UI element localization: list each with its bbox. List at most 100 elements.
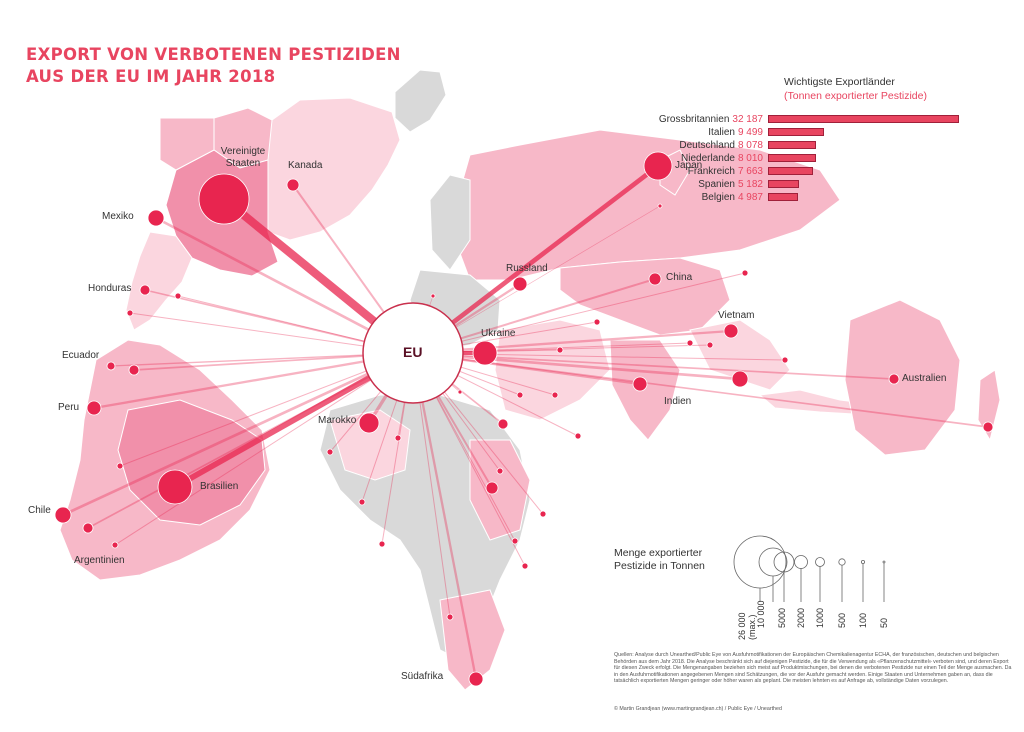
dot-mexiko xyxy=(147,209,165,227)
label-china: China xyxy=(666,272,693,283)
ranking-bar xyxy=(768,128,824,136)
flow-line xyxy=(87,352,414,529)
ranking-row: Niederlande 8 010 xyxy=(681,153,988,165)
title-line-2: AUS DER EU IM JAHR 2018 xyxy=(26,67,276,86)
land-russia xyxy=(454,129,841,281)
dot-eu-2 xyxy=(457,389,463,395)
credit-note: © Martin Grandjean (www.martingrandjean.… xyxy=(614,706,782,712)
land-africa-west xyxy=(329,409,411,481)
size-legend-circle-2000 xyxy=(794,555,808,569)
dot-me-3 xyxy=(516,391,524,399)
land-new-zealand xyxy=(977,369,1001,442)
title-line-1: EXPORT VON VERBOTENEN PESTIZIDEN xyxy=(26,45,401,64)
ranking-bar xyxy=(768,167,813,175)
land-layer xyxy=(59,69,1001,691)
label-japan: Japan xyxy=(675,160,703,171)
ranking-country-name: Spanien xyxy=(698,179,735,190)
ranking-country-value: 9 499 xyxy=(737,127,763,138)
flow-line xyxy=(119,352,414,467)
size-legend-circle-50 xyxy=(882,560,886,564)
label-peru: Peru xyxy=(58,402,80,413)
ranking-row-label: Spanien 5 182 xyxy=(698,179,763,190)
ranking-country-name: Frankreich xyxy=(687,166,735,177)
label-argentinien: Argentinien xyxy=(74,555,125,566)
label-marokko: Marokko xyxy=(318,415,357,426)
label-mexiko: Mexiko xyxy=(102,211,134,222)
dot-ca-2 xyxy=(126,309,134,317)
ranking-row-label: Belgien 4 987 xyxy=(702,192,763,203)
dot-se-asia xyxy=(731,370,749,388)
size-legend-tick-label: 5000 xyxy=(777,607,787,628)
size-legend-circle-500 xyxy=(838,558,846,566)
ranking-country-value: 5 182 xyxy=(737,179,763,190)
country-dots xyxy=(54,151,994,687)
ranking-subtitle: (Tonnen exportierter Pestizide) xyxy=(784,90,927,102)
dot-ukraine xyxy=(472,340,498,366)
dot-africa-5 xyxy=(358,498,366,506)
flow-line xyxy=(412,352,989,428)
size-legend-tick-label: 50 xyxy=(879,617,889,628)
land-canada xyxy=(259,97,401,241)
label-ukraine: Ukraine xyxy=(481,328,516,339)
size-legend-tick-label: 26 000 (max.) xyxy=(737,612,757,640)
size-legend-tick-label: 10 000 xyxy=(756,600,766,628)
land-brazil xyxy=(117,399,266,526)
dot-marokko xyxy=(358,412,380,434)
dot-africa-2 xyxy=(497,418,509,430)
dot-me-2 xyxy=(574,432,582,440)
label-usa: Vereinigte Staaten xyxy=(220,146,266,169)
dot-chile xyxy=(54,506,72,524)
label-suedafrika: Südafrika xyxy=(401,671,444,682)
size-legend-circle-5000 xyxy=(773,551,795,573)
dot-africa-10 xyxy=(539,510,547,518)
dot-asia-6 xyxy=(657,203,663,209)
land-canada-west xyxy=(159,117,215,171)
dot-sa-1 xyxy=(116,462,124,470)
land-africa-south xyxy=(439,589,506,691)
ranking-bar xyxy=(768,141,816,149)
dot-indien xyxy=(632,376,648,392)
label-brasilien: Brasilien xyxy=(200,481,239,492)
flow-line xyxy=(412,329,732,355)
flow-line xyxy=(411,164,660,355)
ranking-country-value: 4 987 xyxy=(737,192,763,203)
dot-africa-7 xyxy=(446,613,454,621)
flow-line xyxy=(93,351,414,410)
dot-asia-2 xyxy=(706,341,714,349)
size-legend-tick-label: 500 xyxy=(837,612,847,628)
dot-ecuador-2 xyxy=(128,364,140,376)
ranking-country-name: Niederlande xyxy=(681,153,735,164)
land-scandinavia xyxy=(429,174,471,271)
size-legend-tick-label: 1000 xyxy=(815,607,825,628)
size-legend-tick-label: 100 xyxy=(858,612,868,628)
dot-brasilien xyxy=(157,469,193,505)
size-legend-circle-100 xyxy=(861,560,866,565)
label-chile: Chile xyxy=(28,505,51,516)
dot-africa-11 xyxy=(326,448,334,456)
ranking-row-label: Deutschland 8 078 xyxy=(679,140,763,151)
dot-africa-4 xyxy=(394,434,402,442)
size-legend-tick-label: 2000 xyxy=(796,607,806,628)
dot-japan xyxy=(643,151,673,181)
ranking-row: Frankreich 7 663 xyxy=(688,166,988,178)
ranking-bar xyxy=(768,115,959,123)
dot-asia-4 xyxy=(741,269,749,277)
ranking-country-name: Grossbritannien xyxy=(658,114,730,125)
dot-sa-2 xyxy=(111,541,119,549)
dot-asia-3 xyxy=(781,356,789,364)
land-se-asia xyxy=(689,319,791,391)
dot-argentinien xyxy=(82,522,94,534)
land-africa-east xyxy=(469,439,531,541)
dot-africa-9 xyxy=(521,562,529,570)
land-mexico xyxy=(125,231,193,331)
sources-note: Quellen: Analyse durch Unearthed/Public … xyxy=(614,652,1012,685)
ranking-bar xyxy=(768,180,799,188)
dot-me-4 xyxy=(556,346,564,354)
flow-line xyxy=(412,272,746,354)
size-legend-title-line-2: Pestizide in Tonnen xyxy=(614,560,705,572)
ranking-row-label: Frankreich 7 663 xyxy=(688,166,763,177)
dot-africa-6 xyxy=(378,540,386,548)
ranking-row: Spanien 5 182 xyxy=(688,179,988,191)
ranking-country-name: Italien xyxy=(708,127,735,138)
